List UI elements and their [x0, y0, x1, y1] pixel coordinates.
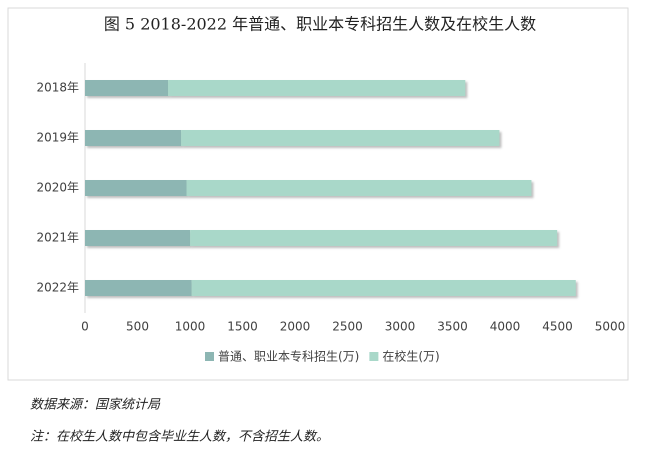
x-tick-label: 2500: [332, 320, 363, 334]
legend-label: 在校生(万): [382, 349, 439, 364]
x-tick-label: 4500: [542, 320, 573, 334]
bar-segment: [191, 280, 576, 296]
x-tick-label: 4000: [490, 320, 521, 334]
legend-swatch: [369, 352, 379, 361]
bar-segment: [85, 180, 187, 196]
bar-segment: [85, 80, 169, 96]
bar-segment: [181, 130, 500, 146]
y-tick-label: 2020年: [36, 181, 79, 195]
legend-swatch: [205, 352, 214, 361]
bar-segment: [168, 80, 466, 96]
source-note: 数据来源：国家统计局: [30, 397, 161, 413]
x-tick-label: 500: [126, 320, 149, 334]
x-tick-label: 2000: [280, 320, 311, 334]
bar-segment: [85, 280, 192, 296]
x-tick-label: 0: [81, 320, 89, 334]
x-tick-label: 1000: [175, 320, 206, 334]
bar-segment: [85, 230, 191, 246]
y-tick-label: 2019年: [36, 131, 79, 145]
bar-segment: [186, 180, 532, 196]
y-tick-label: 2018年: [36, 81, 79, 95]
bar-segment: [85, 130, 182, 146]
chart-title: 图 5 2018-2022 年普通、职业本专科招生人数及在校生人数: [104, 15, 536, 34]
x-tick-label: 5000: [595, 320, 626, 334]
x-tick-label: 3500: [437, 320, 468, 334]
footnote: 注：在校生人数中包含毕业生人数，不含招生人数。: [30, 430, 329, 445]
y-tick-label: 2021年: [36, 231, 79, 245]
legend-label: 普通、职业本专科招生(万): [218, 349, 359, 364]
y-tick-label: 2022年: [36, 281, 79, 295]
x-tick-label: 3000: [385, 320, 416, 334]
bar-segment: [190, 230, 558, 246]
x-tick-label: 1500: [227, 320, 258, 334]
